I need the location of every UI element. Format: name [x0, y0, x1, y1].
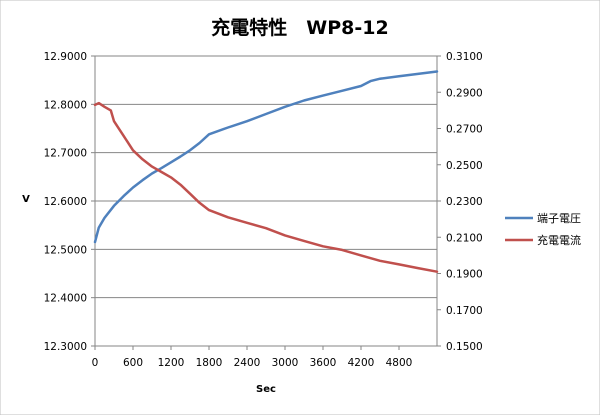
y-right-tick-label: 0.2500	[446, 160, 483, 172]
y-right-tick-label: 0.3100	[446, 51, 483, 63]
y-right-tick-label: 0.1500	[446, 341, 483, 353]
y-axis-left-title: V	[22, 194, 30, 205]
x-tick-label: 600	[123, 357, 143, 369]
y-left-tick-label: 12.6000	[44, 196, 87, 208]
x-tick-label: 3000	[272, 357, 299, 369]
legend-label-0: 端子電圧	[537, 212, 581, 225]
y-left-tick-label: 12.3000	[44, 341, 87, 353]
x-tick-label: 4200	[348, 357, 375, 369]
y-left-tick-label: 12.7000	[44, 148, 87, 160]
y-right-tick-label: 0.2300	[446, 196, 483, 208]
gridlines	[95, 55, 437, 347]
series-lines	[93, 70, 439, 273]
y-left-tick-label: 12.9000	[44, 51, 87, 63]
x-tick-label: 2400	[234, 357, 261, 369]
x-tick-label: 1800	[196, 357, 223, 369]
y-left-tick-label: 12.5000	[44, 244, 87, 256]
chart-title: 充電特性 WP8-12	[211, 16, 388, 39]
legend-label-1: 充電電流	[537, 233, 581, 247]
y-right-tick-label: 0.2900	[446, 87, 483, 99]
y-right-tick-label: 0.1700	[446, 305, 483, 317]
y-left-tick-label: 12.4000	[44, 293, 87, 305]
y-right-tick-label: 0.2100	[446, 232, 483, 244]
series-line-0	[93, 70, 439, 244]
y-left-tick-label: 12.8000	[44, 99, 87, 111]
x-tick-label: 4800	[386, 357, 413, 369]
series-line-1	[93, 101, 439, 273]
x-tick-label: 1200	[158, 357, 185, 369]
x-axis-title: Sec	[256, 384, 276, 395]
y-right-tick-label: 0.2700	[446, 124, 483, 136]
x-tick-label: 3600	[310, 357, 337, 369]
y-right-tick-label: 0.1900	[446, 269, 483, 281]
x-tick-label: 0	[92, 357, 99, 369]
tick-labels: 12.3000 12.4000 12.5000 12.6000 12.7000 12.80…	[44, 51, 483, 369]
